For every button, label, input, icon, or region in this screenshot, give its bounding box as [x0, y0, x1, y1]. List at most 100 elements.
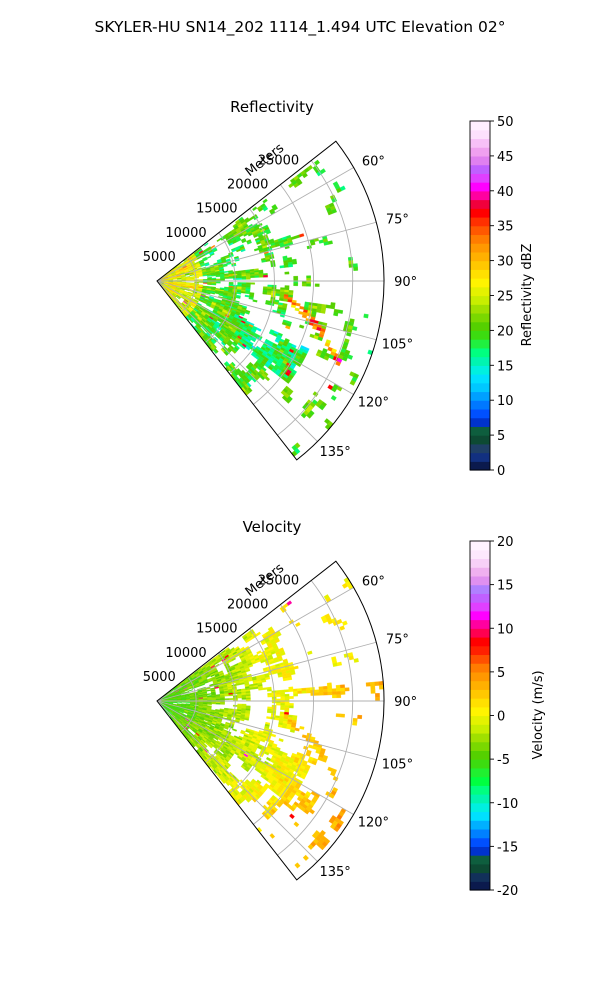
sector-border	[156, 140, 385, 461]
radar-cell	[326, 682, 332, 687]
radar-cell	[288, 688, 294, 692]
radar-cell	[283, 264, 289, 268]
colorbar-swatch	[470, 408, 490, 419]
radar-cell	[340, 713, 345, 718]
radar-cell	[266, 688, 272, 692]
radar-cell	[266, 292, 272, 296]
radar-cell	[341, 356, 348, 362]
colorbar-swatch	[470, 846, 490, 856]
radar-cell	[306, 412, 313, 419]
figure-suptitle: SKYLER-HU SN14_202 1114_1.494 UTC Elevat…	[95, 18, 506, 37]
radar-cell	[186, 294, 192, 298]
radar-cell	[318, 404, 325, 411]
radar-cell	[206, 693, 212, 696]
radar-cell	[331, 688, 337, 692]
radar-cell	[337, 309, 344, 314]
radar-cell	[250, 282, 255, 285]
colorbar-swatch	[470, 312, 490, 323]
colorbar-tick-label: 20	[497, 535, 514, 550]
radar-cell	[246, 240, 252, 245]
radar-cell	[293, 665, 299, 670]
colorbar-tick-label: 20	[497, 324, 514, 339]
radar-cell	[331, 208, 337, 214]
colorbar-tick-label: 10	[497, 622, 514, 637]
colorbar-swatch	[470, 549, 490, 560]
azimuth-tick-label: 120°	[358, 395, 389, 410]
radar-cell	[365, 682, 371, 687]
radar-cell	[332, 662, 338, 667]
radar-cell	[353, 266, 359, 271]
colorbar-swatch	[470, 698, 490, 708]
radar-cell	[224, 694, 229, 697]
radar-cell	[294, 862, 301, 869]
radar-cell	[280, 705, 286, 708]
radar-cell	[188, 689, 194, 692]
colorbar-swatch	[470, 216, 490, 227]
radar-cell	[200, 683, 205, 687]
azimuth-gridline	[156, 221, 377, 282]
radar-cell	[280, 703, 286, 706]
colorbar-swatch	[470, 147, 490, 157]
radar-cell	[280, 707, 285, 711]
colorbar-swatch	[470, 619, 490, 629]
radar-cell	[266, 710, 272, 714]
colorbar-swatch	[470, 680, 490, 690]
colorbar-swatch	[470, 391, 490, 401]
colorbar-swatch	[470, 785, 490, 795]
radar-cell	[330, 305, 336, 310]
radar-cell	[301, 734, 308, 739]
radar-cell	[336, 691, 341, 695]
radar-cell	[207, 283, 212, 285]
colorbar-tick-label: 15	[497, 359, 514, 374]
radar-cell	[299, 233, 305, 238]
colorbar-swatch	[470, 304, 490, 314]
radar-cell	[179, 710, 184, 714]
radar-cell	[224, 277, 230, 279]
radar-cell	[253, 247, 259, 252]
radar-cell	[332, 694, 337, 699]
radar-cell	[305, 690, 311, 694]
radar-cell	[294, 727, 300, 732]
colorbar-swatch	[470, 347, 490, 358]
radar-cell	[206, 255, 212, 259]
radar-cell	[349, 379, 356, 386]
radar-cell	[246, 277, 251, 280]
colorbar-swatch	[470, 199, 490, 209]
colorbar-swatch	[470, 182, 490, 192]
radar-cell	[262, 198, 268, 204]
radar-cell	[339, 625, 346, 631]
radar-cell	[285, 398, 291, 404]
radar-cell	[327, 691, 333, 696]
azimuth-tick-label: 60°	[362, 575, 385, 590]
colorbar-swatch	[470, 636, 490, 647]
radar-cell	[284, 693, 290, 697]
radar-cell	[340, 690, 346, 695]
radar-cell	[205, 292, 211, 295]
colorbar-swatch	[470, 715, 490, 725]
colorbar-swatch	[470, 278, 490, 288]
colorbar-swatch	[470, 837, 490, 847]
colorbar-swatch	[470, 759, 490, 769]
radar-cell	[335, 360, 341, 367]
radar-cell	[295, 622, 301, 627]
azimuth-tick-label: 135°	[319, 445, 350, 460]
radar-cell	[262, 687, 268, 691]
colorbar-tick-label: 35	[497, 220, 514, 235]
radar-cell	[348, 260, 354, 265]
radar-cell	[301, 687, 307, 692]
colorbar-swatch	[470, 269, 490, 279]
radar-cell	[316, 309, 322, 313]
radar-cell	[340, 684, 345, 689]
radar-cell	[374, 681, 380, 686]
radar-cell	[265, 230, 272, 235]
radar-cell	[284, 703, 290, 706]
radar-cell	[299, 324, 305, 329]
radar-cell	[256, 650, 262, 655]
colorbar-tick-label: 0	[497, 710, 505, 725]
colorbar-tick-label: -5	[497, 753, 510, 768]
azimuth-tick-label: 90°	[394, 275, 417, 290]
azimuth-tick-label: 75°	[386, 633, 409, 648]
range-ring	[180, 256, 197, 313]
